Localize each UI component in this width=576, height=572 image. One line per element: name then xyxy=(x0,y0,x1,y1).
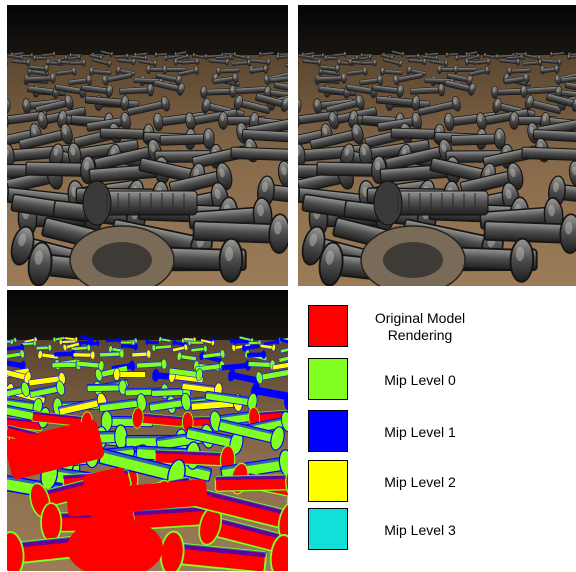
legend-item-mip-3: Mip Level 3 xyxy=(308,508,568,552)
render-panel-mip-visualization xyxy=(7,290,288,571)
legend-swatch xyxy=(308,305,348,347)
bolt-scene-image xyxy=(7,290,288,571)
foreground-bolt xyxy=(360,180,489,286)
foreground-bolt xyxy=(69,180,198,286)
bolt-scene-image xyxy=(298,5,576,286)
mip-level-legend: Original Model Rendering Mip Level 0 Mip… xyxy=(300,300,570,565)
legend-label: Mip Level 3 xyxy=(384,521,456,538)
legend-label: Mip Level 2 xyxy=(384,473,456,490)
legend-item-mip-2: Mip Level 2 xyxy=(308,460,568,504)
legend-label: Mip Level 0 xyxy=(384,371,456,388)
legend-swatch xyxy=(308,410,348,452)
foreground-bolt xyxy=(7,419,208,571)
legend-swatch xyxy=(308,460,348,502)
render-panel-top-right xyxy=(298,5,576,286)
bolt-scene-image xyxy=(7,5,288,286)
legend-swatch xyxy=(308,358,348,400)
legend-label: Original Model Rendering xyxy=(374,310,466,343)
render-panel-top-left xyxy=(7,5,288,286)
legend-item-mip-0: Mip Level 0 xyxy=(308,358,568,402)
legend-item-mip-1: Mip Level 1 xyxy=(308,410,568,454)
legend-swatch xyxy=(308,508,348,550)
legend-label: Mip Level 1 xyxy=(384,423,456,440)
legend-item-original: Original Model Rendering xyxy=(308,305,568,349)
